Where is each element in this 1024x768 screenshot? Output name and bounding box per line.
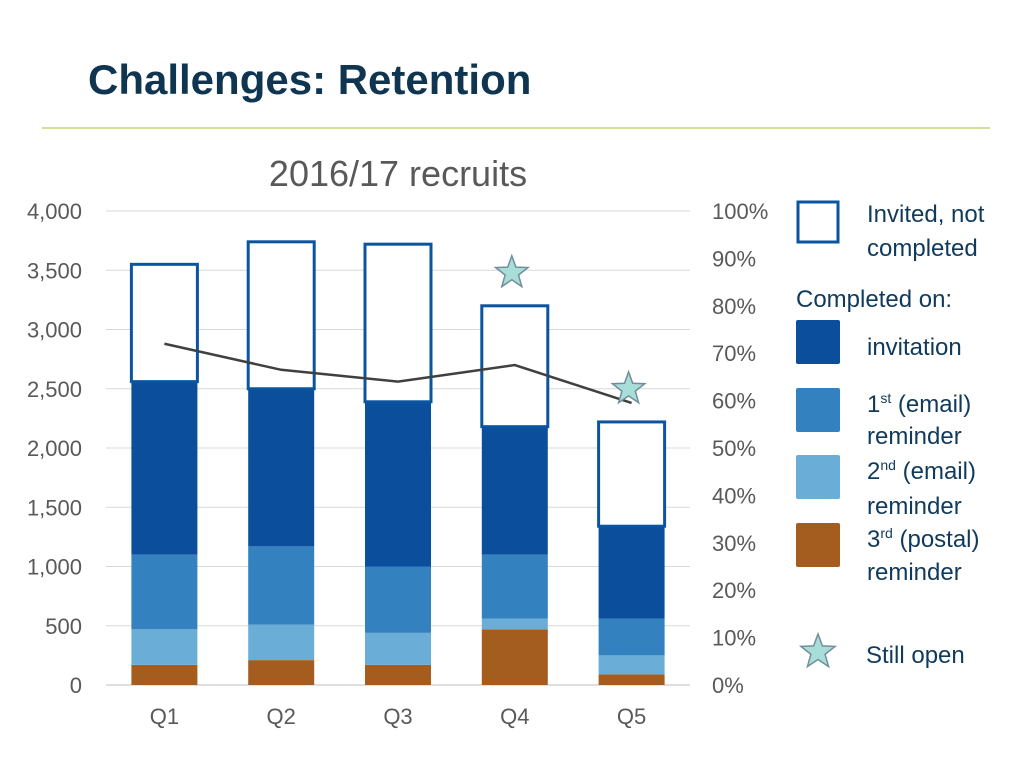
bar-segment-invitation	[248, 388, 315, 547]
legend-label-still-open: Still open	[866, 642, 965, 669]
legend-reminder3-num: 3	[867, 526, 880, 553]
bar-segment-reminder2	[248, 624, 315, 661]
legend-label-invited-1: Invited, not	[867, 201, 985, 228]
bar-segment-reminder2	[131, 629, 198, 665]
bar-segment-reminder3	[131, 664, 198, 685]
legend-reminder1-num: 1	[867, 391, 880, 418]
bar-segment-invited_not_completed	[129, 262, 199, 384]
y2-tick-label: 70%	[712, 341, 756, 366]
y-axis-left: 0 500 1,000 1,500 2,000 2,500 3,000 3,500 4,000	[27, 199, 82, 698]
bar-segment-reminder3	[481, 629, 548, 685]
bar-segment-reminder1	[598, 618, 665, 656]
bar-segment-reminder2	[481, 618, 548, 630]
legend-swatch-reminder2	[796, 455, 840, 499]
legend-label-reminder2-line2: reminder	[867, 493, 962, 520]
y2-tick-label: 10%	[712, 626, 756, 651]
y-tick-label: 3,000	[27, 318, 82, 343]
x-tick-label: Q4	[500, 704, 529, 729]
legend-label-reminder3-line2: reminder	[867, 559, 962, 586]
still-open-markers	[493, 253, 647, 405]
x-axis: Q1 Q2 Q3 Q4 Q5	[150, 704, 647, 729]
bar-segment-invited_not_completed	[597, 420, 667, 528]
y2-tick-label: 80%	[712, 294, 756, 319]
legend-swatch-reminder3	[796, 523, 840, 567]
y-tick-label: 4,000	[27, 199, 82, 224]
y2-tick-label: 60%	[712, 389, 756, 414]
bar-segment-reminder1	[248, 546, 315, 625]
y2-tick-label: 100%	[712, 199, 768, 224]
legend-reminder2-sup: nd	[880, 457, 896, 473]
bar-segment-reminder1	[481, 554, 548, 619]
bar-stacks	[129, 240, 667, 685]
bar-segment-invited_not_completed	[363, 242, 433, 404]
legend-swatch-invitation	[796, 320, 840, 364]
title-divider	[42, 127, 990, 129]
star-icon	[798, 631, 838, 669]
bar-segment-invited_not_completed	[246, 240, 316, 391]
x-tick-label: Q1	[150, 704, 179, 729]
bar-segment-invitation	[365, 401, 431, 567]
bar-segment-reminder2	[598, 655, 665, 675]
legend-label-invited-2: completed	[867, 235, 978, 262]
y2-tick-label: 40%	[712, 483, 756, 508]
slide-title: Challenges: Retention	[88, 56, 532, 103]
bar-segment-invitation	[598, 526, 665, 619]
legend-label-reminder3: 3rd (postal)	[867, 525, 980, 553]
y-tick-label: 3,500	[27, 258, 82, 283]
legend-reminder1-rest: (email)	[891, 391, 971, 418]
y-axis-right: 0% 10% 20% 30% 40% 50% 60% 70% 80% 90% 100%	[712, 199, 768, 698]
chart-title: 2016/17 recruits	[269, 153, 527, 194]
legend: Invited, not completed Completed on: inv…	[796, 200, 985, 669]
still-open-star	[493, 253, 531, 289]
legend-heading-completed-on: Completed on:	[796, 286, 952, 313]
legend-label-reminder2: 2nd (email)	[867, 457, 976, 485]
y-tick-label: 1,000	[27, 555, 82, 580]
legend-swatch-invited	[796, 200, 840, 244]
bar-segment-reminder1	[131, 554, 198, 630]
x-tick-label: Q2	[267, 704, 296, 729]
y2-tick-label: 20%	[712, 578, 756, 603]
bar-segment-invitation	[481, 426, 548, 555]
y-tick-label: 1,500	[27, 495, 82, 520]
still-open-star	[610, 369, 647, 405]
legend-label-invitation: invitation	[867, 334, 962, 361]
y2-tick-label: 50%	[712, 436, 756, 461]
y-tick-label: 2,500	[27, 377, 82, 402]
bar-segment-reminder3	[248, 660, 315, 685]
legend-reminder3-sup: rd	[880, 525, 892, 541]
y2-tick-label: 30%	[712, 531, 756, 556]
legend-reminder2-rest: (email)	[896, 458, 976, 485]
legend-swatch-reminder1	[796, 388, 840, 432]
bar-segment-reminder3	[598, 674, 665, 685]
x-tick-label: Q5	[617, 704, 646, 729]
completion-rate-series	[164, 342, 632, 405]
y-tick-label: 0	[70, 673, 82, 698]
completion-rate-line	[164, 342, 632, 405]
x-tick-label: Q3	[383, 704, 412, 729]
legend-label-reminder1: 1st (email)	[867, 390, 971, 418]
legend-reminder3-rest: (postal)	[893, 526, 980, 553]
bar-segment-invitation	[131, 381, 198, 555]
bar-segment-reminder2	[365, 632, 431, 665]
y-tick-label: 2,000	[27, 436, 82, 461]
bar-segment-reminder1	[365, 566, 431, 633]
legend-label-reminder1-line2: reminder	[867, 423, 962, 450]
y2-tick-label: 90%	[712, 246, 756, 271]
legend-reminder2-num: 2	[867, 458, 880, 485]
bar-segment-reminder3	[365, 664, 431, 685]
y2-tick-label: 0%	[712, 673, 744, 698]
legend-star-shape	[798, 631, 838, 669]
legend-reminder1-sup: st	[880, 390, 891, 406]
y-tick-label: 500	[45, 614, 82, 639]
